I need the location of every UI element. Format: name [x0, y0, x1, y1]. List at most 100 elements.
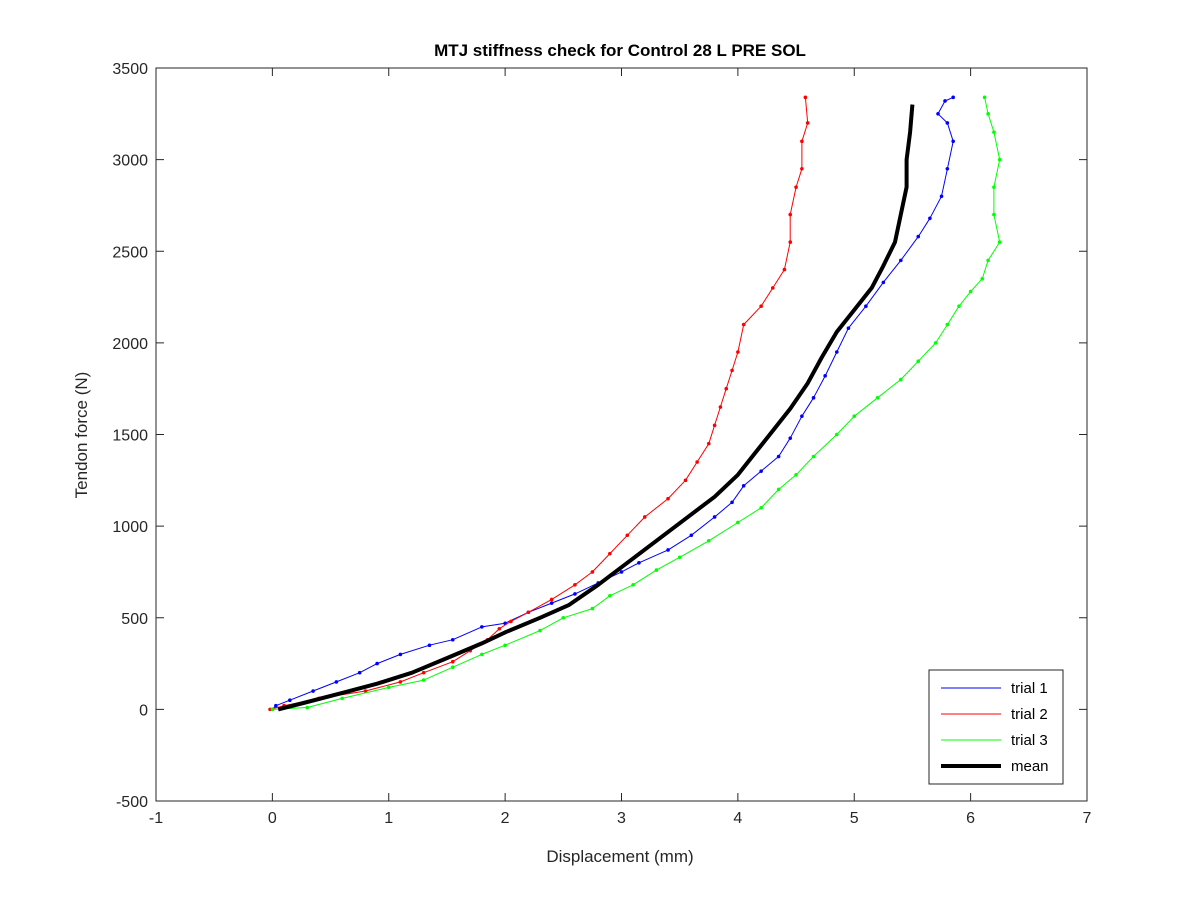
- legend-label: mean: [1011, 758, 1049, 775]
- data-point-trial-3: [968, 289, 973, 294]
- data-point-trial-2: [770, 286, 775, 290]
- data-point-trial-1: [619, 570, 624, 574]
- data-point-trial-3: [957, 304, 961, 309]
- data-point-trial-3: [997, 240, 1002, 244]
- data-point-trial-2: [590, 570, 595, 574]
- data-point-trial-1: [480, 625, 484, 629]
- data-point-trial-2: [363, 689, 368, 693]
- data-point-trial-2: [800, 139, 804, 144]
- data-point-trial-2: [788, 212, 793, 217]
- data-point-trial-1: [776, 454, 781, 459]
- data-point-trial-2: [398, 680, 403, 684]
- data-point-trial-1: [800, 414, 804, 418]
- data-point-trial-3: [270, 707, 275, 712]
- data-point-trial-3: [538, 628, 542, 633]
- y-tick-label: 3500: [112, 61, 148, 78]
- data-point-trial-1: [759, 469, 763, 473]
- data-point-trial-2: [759, 304, 763, 309]
- data-point-trial-2: [509, 619, 513, 624]
- data-point-trial-1: [945, 121, 950, 125]
- data-point-trial-3: [421, 678, 426, 682]
- data-point-trial-1: [398, 652, 403, 657]
- data-point-trial-1: [916, 234, 921, 239]
- data-point-trial-1: [334, 680, 339, 684]
- x-tick-label: -1: [149, 810, 163, 827]
- data-point-trial-1: [375, 661, 379, 666]
- data-point-trial-3: [590, 606, 595, 611]
- data-point-trial-1: [788, 436, 793, 440]
- data-point-trial-1: [311, 689, 315, 693]
- data-point-trial-2: [724, 386, 729, 391]
- data-point-trial-2: [608, 551, 612, 556]
- data-point-trial-2: [712, 423, 717, 428]
- y-tick-label: 1500: [112, 428, 148, 445]
- data-point-trial-3: [776, 487, 781, 492]
- legend-label: trial 3: [1011, 732, 1048, 749]
- data-point-trial-2: [549, 597, 554, 602]
- data-point-trial-1: [811, 396, 816, 400]
- data-point-trial-1: [274, 703, 278, 708]
- data-point-trial-1: [666, 548, 670, 552]
- legend: trial 1 trial 2 trial 3 mean: [928, 669, 1064, 785]
- data-point-trial-3: [982, 95, 987, 100]
- data-point-trial-3: [561, 615, 566, 620]
- data-point-trial-1: [689, 533, 694, 538]
- data-point-trial-3: [986, 258, 990, 263]
- data-point-trial-2: [683, 478, 688, 483]
- y-tick-label: 2500: [112, 244, 148, 261]
- data-point-trial-2: [642, 515, 647, 519]
- data-point-trial-2: [666, 496, 670, 501]
- data-point-trial-1: [823, 374, 827, 378]
- data-point-trial-3: [875, 396, 880, 400]
- series-layer: [268, 95, 1002, 712]
- data-point-trial-3: [980, 276, 985, 281]
- data-point-trial-2: [741, 322, 746, 327]
- data-point-trial-1: [834, 350, 839, 354]
- data-point-trial-1: [899, 258, 903, 263]
- data-point-trial-3: [997, 157, 1002, 162]
- data-point-trial-1: [864, 304, 868, 309]
- data-point-trial-2: [782, 267, 787, 272]
- data-point-trial-2: [526, 610, 531, 615]
- x-tick-label: 6: [966, 810, 975, 827]
- data-point-trial-2: [788, 240, 793, 244]
- data-point-trial-3: [608, 593, 612, 598]
- data-point-trial-1: [288, 698, 292, 703]
- data-point-trial-1: [573, 592, 577, 596]
- data-point-trial-3: [916, 359, 921, 364]
- data-point-trial-2: [805, 121, 810, 125]
- data-point-trial-3: [631, 582, 635, 587]
- legend-label: trial 2: [1011, 706, 1048, 723]
- data-point-trial-3: [899, 377, 903, 382]
- data-point-trial-3: [811, 454, 816, 459]
- data-point-trial-1: [951, 95, 955, 100]
- data-point-trial-1: [951, 139, 955, 144]
- series-line-mean: [277, 104, 915, 712]
- data-point-trial-2: [497, 626, 502, 631]
- data-point-trial-1: [450, 637, 455, 642]
- y-tick-label: 500: [121, 611, 148, 628]
- data-point-trial-1: [846, 326, 851, 331]
- data-point-trial-3: [986, 112, 990, 116]
- data-point-trial-3: [794, 473, 798, 477]
- data-point-trial-3: [450, 665, 455, 670]
- data-point-trial-3: [992, 212, 996, 217]
- data-point-trial-1: [881, 280, 886, 285]
- data-point-trial-3: [677, 555, 682, 560]
- data-point-trial-3: [305, 705, 310, 710]
- data-point-trial-3: [933, 341, 938, 345]
- y-tick-label: 0: [139, 702, 148, 719]
- x-tick-label: 4: [733, 810, 742, 827]
- data-point-trial-1: [741, 484, 746, 488]
- data-point-trial-2: [718, 405, 723, 409]
- data-point-trial-1: [730, 500, 734, 505]
- data-point-trial-2: [573, 582, 577, 587]
- x-tick-label: 1: [384, 810, 393, 827]
- data-point-trial-3: [759, 506, 763, 510]
- data-point-trial-1: [936, 112, 940, 116]
- data-point-trial-1: [637, 560, 641, 565]
- data-point-trial-3: [654, 568, 659, 572]
- data-point-trial-2: [803, 95, 808, 100]
- data-point-trial-3: [736, 520, 740, 525]
- data-point-trial-1: [427, 643, 432, 648]
